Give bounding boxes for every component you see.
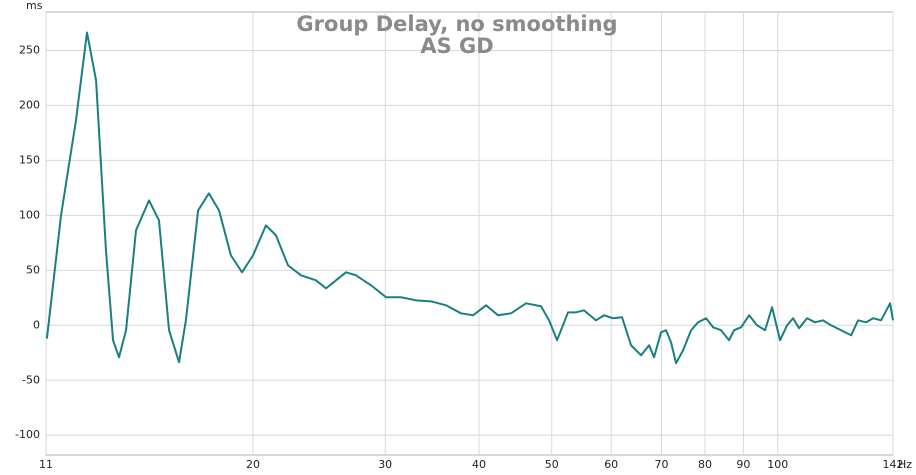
x-tick-label: 20 [246,458,260,471]
y-tick-label: 50 [26,263,40,276]
marks [45,31,894,365]
x-axis-label: Hz [898,458,912,471]
y-tick-label: 100 [19,208,40,221]
chart-subtitle: AS GD [420,34,493,58]
chart-title: Group Delay, no smoothing [296,12,617,36]
y-tick-label: 250 [19,43,40,56]
y-tick-label: 0 [33,318,40,331]
x-tick-label: 40 [472,458,486,471]
y-tick-label: 200 [19,98,40,111]
y-tick-label: -100 [15,428,40,441]
data-line [45,31,894,365]
y-tick-label: -50 [22,373,40,386]
x-tick-label: 60 [604,458,618,471]
y-axis-label: ms [26,0,43,12]
x-tick-label: 50 [545,458,559,471]
x-tick-label: 100 [767,458,788,471]
x-tick-label: 30 [378,458,392,471]
y-tick-label: 150 [19,153,40,166]
x-tick-label: 142 [883,458,904,471]
x-tick-label: 70 [654,458,668,471]
x-tick-label: 80 [698,458,712,471]
x-tick-label: 11 [39,458,53,471]
plot-area [45,11,894,456]
grid [45,12,894,455]
x-tick-label: 90 [736,458,750,471]
